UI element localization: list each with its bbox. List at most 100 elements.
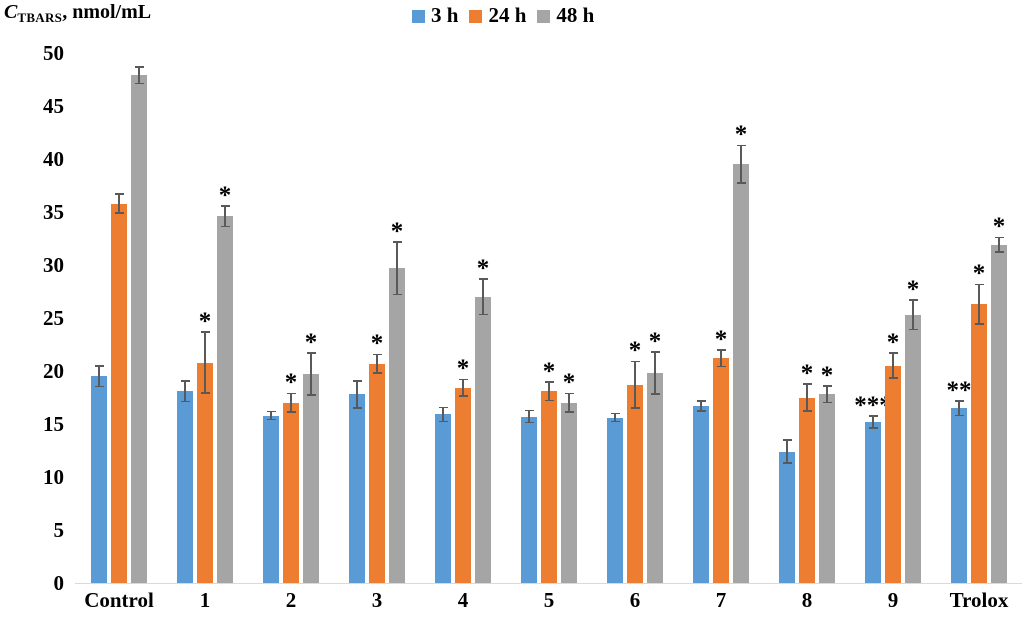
error-bar-cap-top <box>114 193 124 195</box>
legend-swatch <box>537 10 551 23</box>
error-bar-cap-top <box>94 365 104 367</box>
bar-48h-9 <box>905 314 921 583</box>
bar-48h-6 <box>647 373 663 583</box>
error-bar-cap-top <box>180 380 190 382</box>
error-bar-cap-bottom <box>114 212 124 214</box>
bar-48h-4 <box>475 296 491 583</box>
significance-marker: * <box>992 213 1006 241</box>
bar-24h-1 <box>197 362 213 583</box>
error-bar-cap-bottom <box>286 411 296 413</box>
error-bar-line <box>826 385 828 403</box>
error-bar-cap-top <box>478 278 488 280</box>
error-bar-line <box>614 413 616 422</box>
bar-3h-7 <box>693 405 709 583</box>
bar-24h-trolox <box>971 304 987 583</box>
error-bar-line <box>912 299 914 330</box>
y-tick-label: 30 <box>43 253 64 277</box>
error-bar-line <box>786 439 788 464</box>
error-bar-line <box>270 411 272 420</box>
error-bar-cap-bottom <box>994 251 1004 253</box>
error-bar-cap-bottom <box>180 400 190 403</box>
significance-marker: * <box>906 275 920 303</box>
error-bar-cap-top <box>200 331 210 333</box>
error-bar-cap-top <box>994 236 1004 239</box>
bar-24h-7 <box>713 358 729 583</box>
error-bar-cap-top <box>306 352 316 354</box>
legend-label: 48 h <box>556 3 595 27</box>
legend-item-3h: 3 h <box>412 3 458 28</box>
significance-marker: * <box>390 217 404 245</box>
error-bar-line <box>872 415 874 429</box>
x-category-label-2: 2 <box>285 588 297 612</box>
error-bar-cap-top <box>696 400 706 402</box>
error-bar-line <box>98 365 100 387</box>
bar-48h-8 <box>819 394 835 583</box>
error-bar-cap-bottom <box>802 410 812 412</box>
bar-24h-9 <box>885 365 901 583</box>
error-bar-cap-bottom <box>868 427 878 429</box>
bar-48h-3 <box>389 268 405 583</box>
error-bar-cap-top <box>954 400 964 402</box>
significance-marker: * <box>714 325 728 353</box>
error-bar-cap-bottom <box>134 82 144 85</box>
bar-48h-2 <box>303 374 319 583</box>
significance-marker: * <box>562 369 576 397</box>
error-bar-cap-top <box>908 299 918 301</box>
error-bar-cap-bottom <box>974 323 984 325</box>
significance-marker: * <box>800 359 814 387</box>
error-bar-cap-bottom <box>610 420 620 423</box>
bar-3h-8 <box>779 451 795 583</box>
error-bar-cap-bottom <box>352 407 362 409</box>
bar-48h-7 <box>733 164 749 583</box>
error-bar-line <box>462 379 464 397</box>
error-bar-cap-bottom <box>630 407 640 409</box>
error-bar-cap-bottom <box>650 393 660 395</box>
bar-24h-8 <box>799 397 815 583</box>
significance-marker: * <box>304 328 318 356</box>
error-bar-cap-top <box>822 385 832 387</box>
error-bar-cap-bottom <box>94 385 104 388</box>
error-bar-line <box>184 380 186 402</box>
error-bar-cap-top <box>458 378 468 381</box>
error-bar-cap-bottom <box>736 182 746 184</box>
error-bar-line <box>806 383 808 412</box>
axis-title-symbol: C <box>4 1 18 23</box>
bar-24h-4 <box>455 387 471 583</box>
error-bar-cap-top <box>868 415 878 417</box>
bar-24h-3 <box>369 363 385 583</box>
error-bar-cap-bottom <box>716 365 726 368</box>
error-bar-line <box>958 400 960 416</box>
error-bar-line <box>528 410 530 423</box>
error-bar-cap-bottom <box>782 462 792 464</box>
error-bar-cap-top <box>286 392 296 395</box>
error-bar-cap-top <box>266 410 276 413</box>
error-bar-cap-bottom <box>372 372 382 374</box>
bar-48h-1 <box>217 216 233 583</box>
error-bar-cap-bottom <box>524 421 534 424</box>
error-bar-cap-bottom <box>200 392 210 394</box>
error-bar-cap-top <box>134 66 144 68</box>
significance-marker: * <box>456 355 470 383</box>
y-tick-label: 40 <box>43 147 64 171</box>
significance-marker: * <box>284 369 298 397</box>
error-bar-cap-bottom <box>438 420 448 423</box>
chart-legend: 3 h 24 h 48 h <box>412 3 594 28</box>
bar-3h-2 <box>263 415 279 583</box>
y-tick-label: 25 <box>43 306 64 330</box>
axis-title-subscript: TBARS <box>17 10 63 25</box>
error-bar-cap-bottom <box>544 399 554 402</box>
x-category-label-5: 5 <box>543 588 555 612</box>
bar-3h-9 <box>865 421 881 583</box>
error-bar-line <box>376 354 378 374</box>
y-tick-label: 45 <box>43 94 64 118</box>
x-category-label-7: 7 <box>715 588 727 612</box>
bar-3h-3 <box>349 394 365 583</box>
error-bar-cap-top <box>802 383 812 385</box>
error-bar-line <box>118 193 120 214</box>
error-bar-line <box>204 331 206 394</box>
x-category-label-4: 4 <box>457 588 469 612</box>
legend-swatch <box>412 10 425 23</box>
bar-3h-5 <box>521 416 537 583</box>
error-bar-cap-top <box>650 351 660 353</box>
